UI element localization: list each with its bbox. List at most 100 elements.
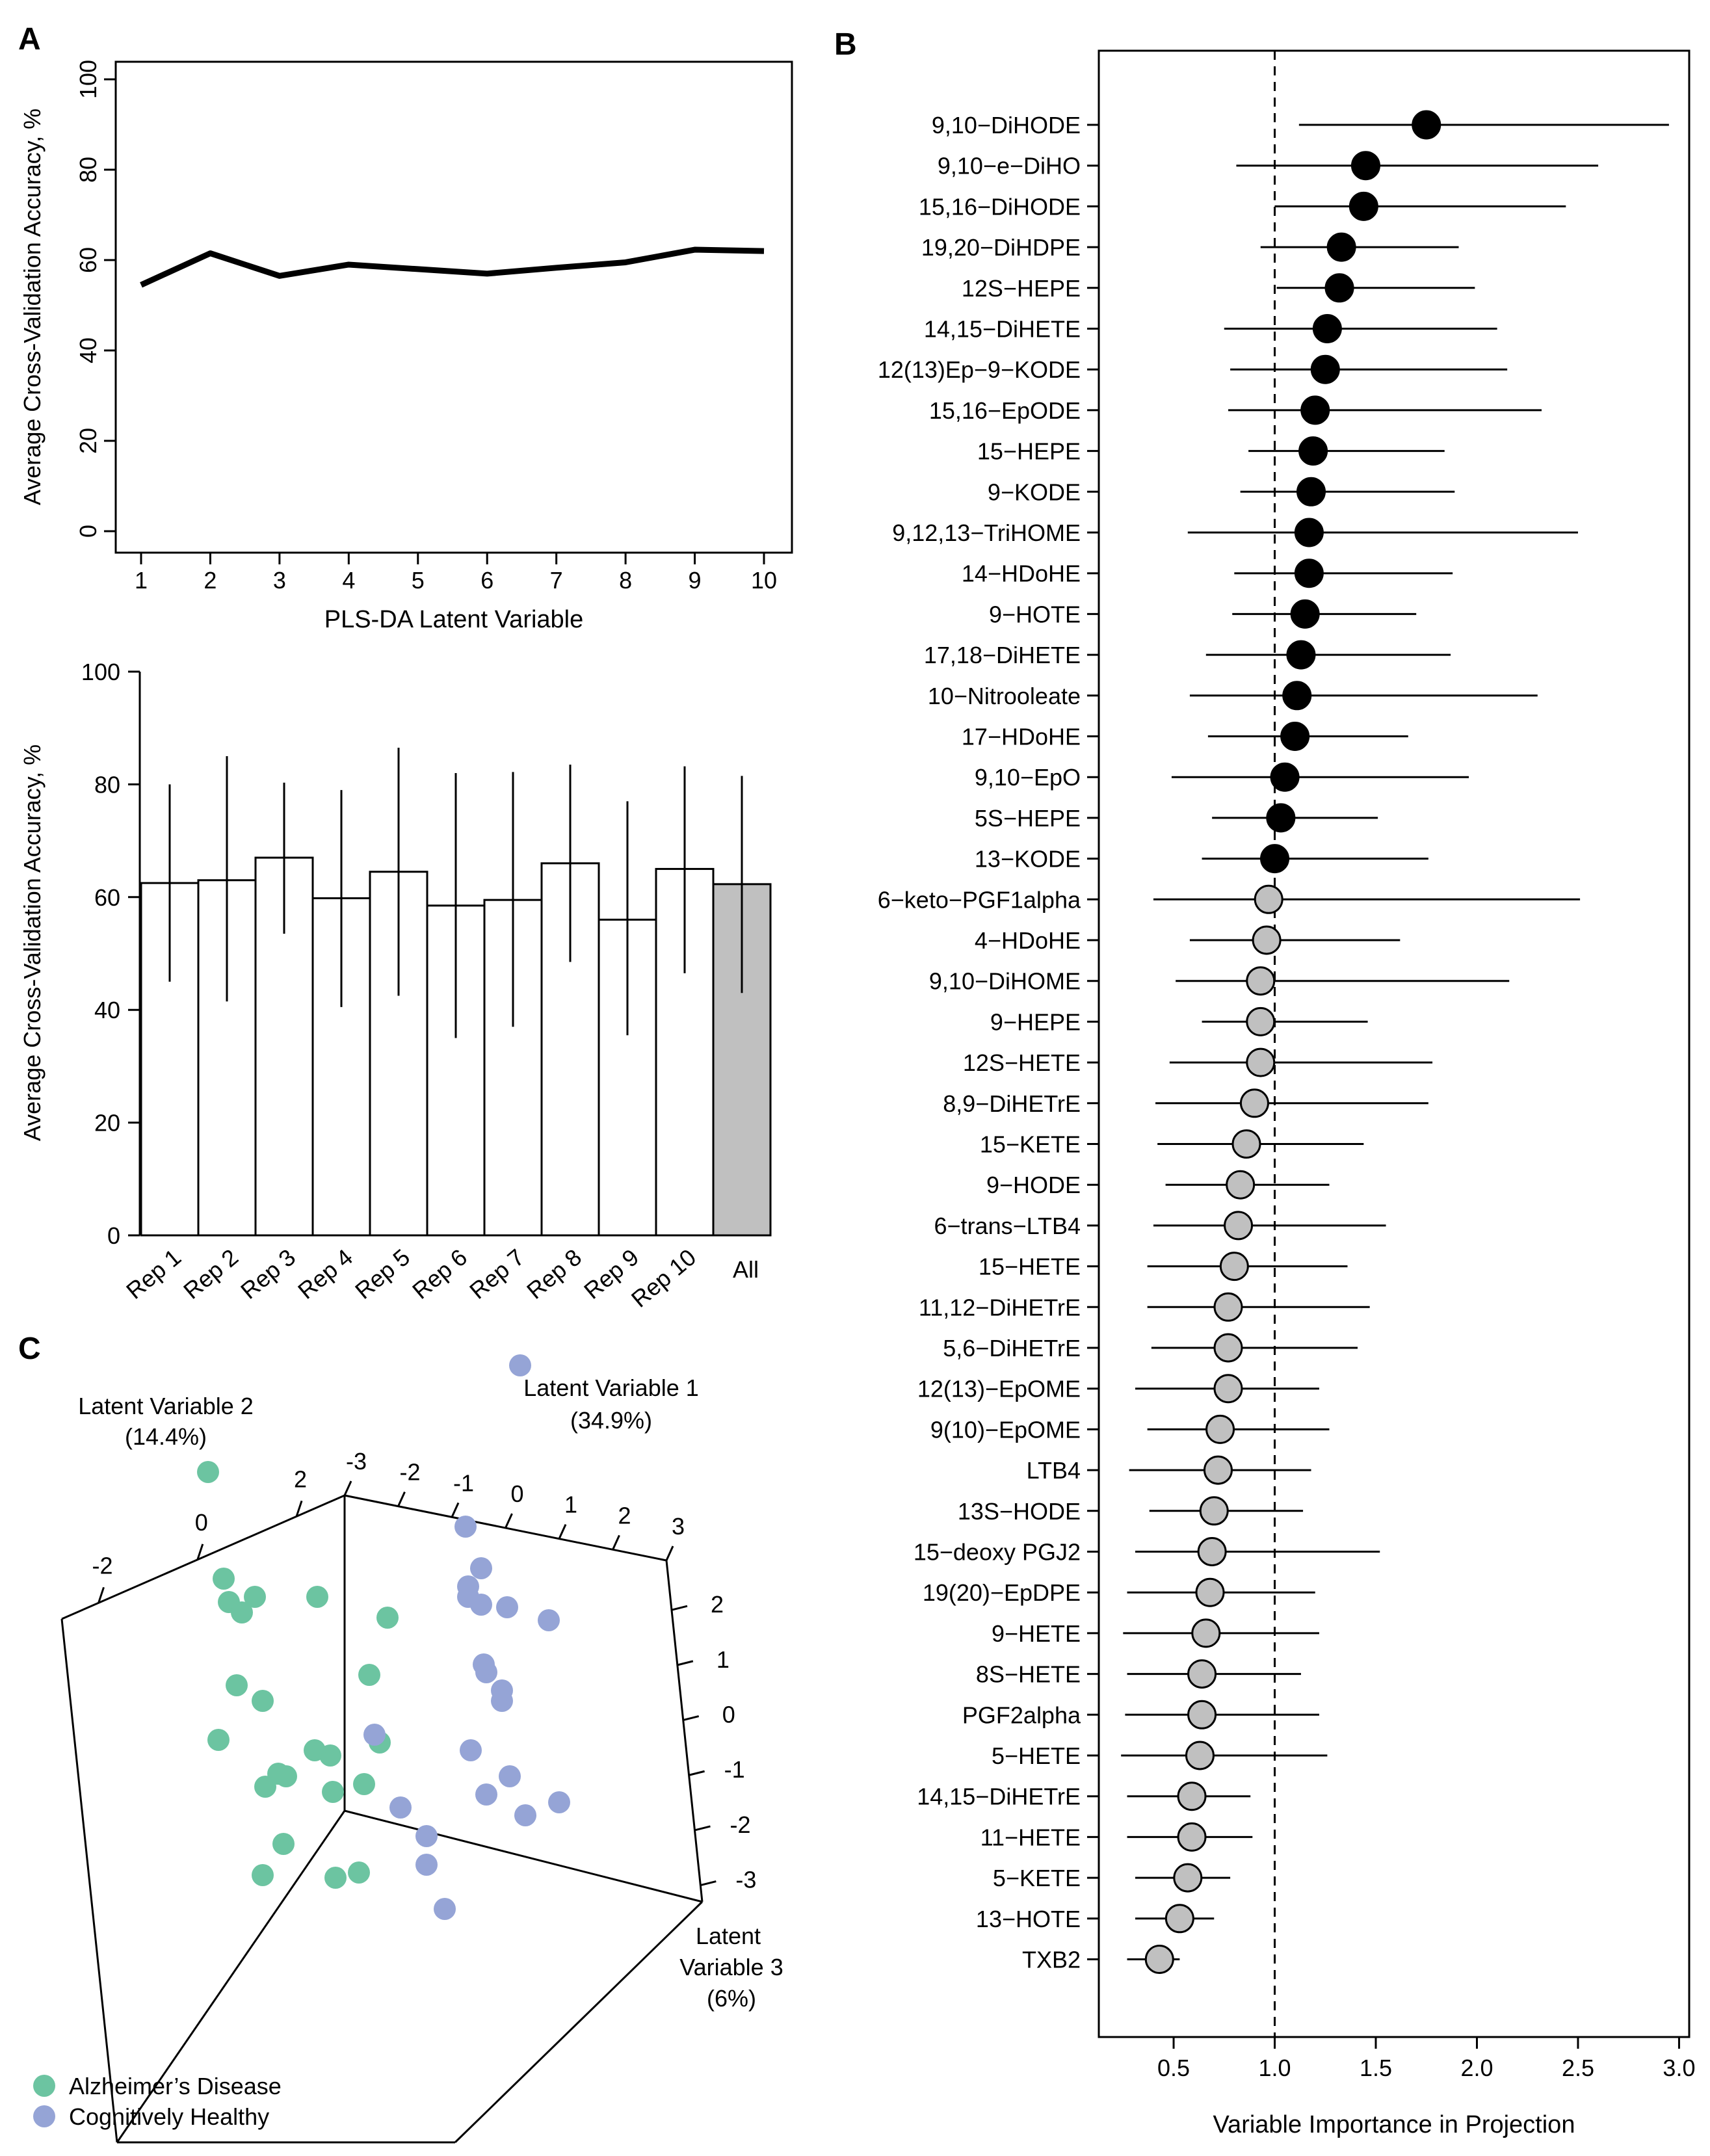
y-tick-label: 100 (75, 60, 101, 99)
x-tick-label: 3.0 (1663, 2055, 1695, 2081)
vip-point (1177, 1781, 1207, 1811)
lv2-tick (295, 1500, 303, 1517)
x-tick-label: 2.5 (1562, 2055, 1594, 2081)
lv3-tick-label: 0 (722, 1702, 735, 1728)
variable-label: 9,12,13−TriHOME (892, 519, 1081, 546)
lv3-tick (700, 1880, 717, 1887)
variable-label: 13−KODE (975, 846, 1081, 873)
point-alzheimers (358, 1664, 380, 1686)
series (140, 246, 765, 288)
vip-point (1224, 1211, 1254, 1241)
vip-point (1246, 1006, 1276, 1036)
x-tick-label: 9 (689, 567, 702, 594)
point-alzheimers (324, 1867, 347, 1889)
variable-label: 11−HETE (980, 1824, 1081, 1850)
x-tick-label: 10 (751, 567, 777, 594)
vip-point (1195, 1577, 1225, 1607)
variable-label: 9,10−DiHODE (932, 112, 1081, 138)
lv3-tick-label: -3 (735, 1867, 756, 1893)
variable-label: 9−HOTE (989, 601, 1081, 627)
lv1-tick (665, 1545, 674, 1561)
accuracy-line (140, 246, 765, 288)
variable-rows: 9,10−DiHODE 9,10−e−DiHO 15,16−DiHODE 19,20−… (878, 110, 1669, 1974)
lv1-tick (558, 1524, 567, 1540)
variable-label: 15−deoxy PGJ2 (914, 1539, 1081, 1566)
x-tick-label: 2 (204, 567, 217, 594)
vip-point (1324, 273, 1354, 303)
vip-point (1239, 1088, 1269, 1118)
point-alzheimers (322, 1781, 344, 1803)
vip-point (1260, 844, 1290, 874)
variable-label: 15,16−DiHODE (919, 193, 1081, 220)
variable-label: 15−HEPE (977, 438, 1081, 465)
3d-axes-box (60, 1494, 704, 2144)
lv2-axis-label: Latent Variable 2 (78, 1393, 254, 1419)
vip-dot-plot: 9,10−DiHODE 9,10−e−DiHO 15,16−DiHODE 19,20−… (878, 49, 1695, 2138)
lv1-axis-label-pct: (34.9%) (570, 1407, 652, 1434)
vip-point (1205, 1414, 1235, 1444)
variable-label: 8,9−DiHETrE (943, 1090, 1081, 1117)
point-alzheimers (353, 1773, 375, 1795)
point-alzheimers (252, 1690, 274, 1712)
x-tick-label: Rep 10 (626, 1244, 701, 1313)
point-alzheimers (272, 1833, 295, 1855)
x-tick-label: All (733, 1256, 759, 1283)
point-healthy (415, 1825, 438, 1847)
x-tick-label: 4 (342, 567, 355, 594)
vip-point (1197, 1537, 1227, 1566)
variable-label: 15,16−EpODE (929, 397, 1081, 424)
vip-point (1226, 1170, 1256, 1200)
x-tick-label: 5 (412, 567, 425, 594)
lv1-tick-label: 2 (618, 1502, 631, 1529)
lv1-tick (451, 1502, 460, 1518)
variable-label: TXB2 (1022, 1947, 1081, 1973)
lv3-tick (683, 1715, 700, 1722)
lv1-tick-label: 3 (672, 1513, 685, 1540)
left-vertical-edge (60, 1618, 118, 2143)
x-tick-label: Rep 8 (521, 1244, 586, 1304)
lv1-tick-label: -2 (399, 1459, 420, 1486)
lv3-tick-label: -2 (730, 1811, 750, 1838)
lv3-tick-label: 2 (711, 1591, 724, 1618)
vip-point (1286, 640, 1316, 670)
point-healthy (491, 1679, 513, 1702)
vip-point (1187, 1700, 1217, 1729)
vip-point (1173, 1863, 1203, 1893)
variable-label: 12(13)Ep−9−KODE (878, 356, 1081, 383)
lv1-tick (397, 1492, 406, 1507)
right-vertical-edge (665, 1560, 704, 1902)
lv2-tick (98, 1586, 105, 1603)
x-tick-label: Rep 4 (293, 1244, 358, 1304)
point-alzheimers (306, 1586, 328, 1608)
x-tick-label: Rep 5 (350, 1244, 415, 1304)
y-tick-label: 100 (81, 659, 120, 685)
point-healthy (460, 1739, 482, 1761)
vip-point (1280, 722, 1310, 751)
variable-label: 8S−HETE (976, 1661, 1081, 1688)
vip-point (1294, 518, 1324, 547)
variable-label: LTB4 (1027, 1457, 1081, 1484)
vip-point (1310, 354, 1340, 384)
point-alzheimers (376, 1607, 399, 1629)
variable-label: 13−HOTE (976, 1906, 1081, 1932)
legend-swatch-alzheimers (33, 2075, 55, 2097)
variable-label: 9,10−e−DiHO (938, 153, 1081, 179)
score-points (197, 1354, 570, 1920)
point-healthy (509, 1354, 531, 1376)
lv3-axis-label-variable: Variable 3 (679, 1954, 783, 1980)
lv3-tick (694, 1825, 711, 1832)
vip-point (1191, 1618, 1221, 1648)
variable-label: 15−KETE (980, 1131, 1081, 1158)
variable-label: 5−KETE (993, 1865, 1081, 1891)
variable-label: 17−HDoHE (962, 724, 1081, 750)
lv2-tick-label: 0 (195, 1509, 208, 1536)
vip-point (1300, 395, 1330, 425)
variable-label: 19(20)−EpDPE (923, 1579, 1081, 1606)
x-tick-label: 3 (273, 567, 286, 594)
x-tick-label: 8 (619, 567, 632, 594)
variable-label: 5,6−DiHETrE (943, 1335, 1081, 1361)
vip-point (1213, 1374, 1243, 1404)
line-chart-latent-variables: 0 20 40 60 80 100 1 2 3 4 5 6 7 8 9 10 Average Cross-V… (19, 60, 793, 633)
